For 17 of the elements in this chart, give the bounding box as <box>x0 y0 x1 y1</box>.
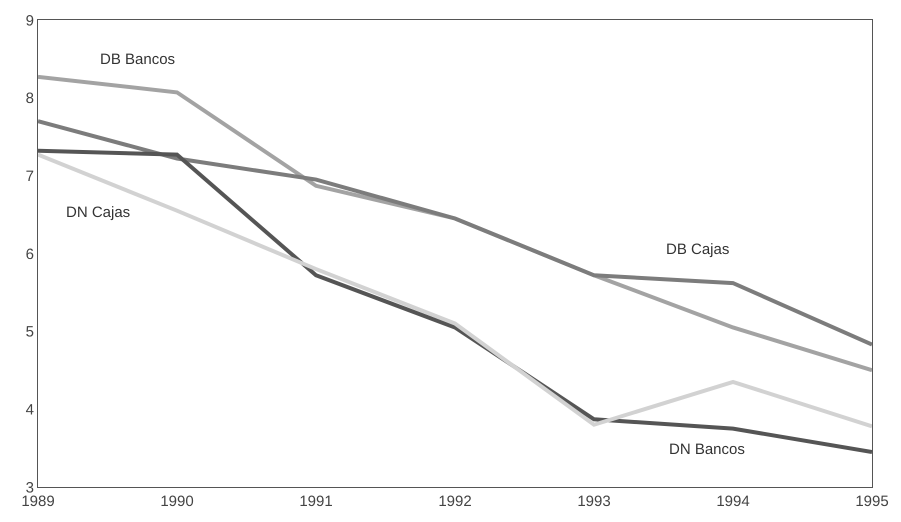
series-label: DB Cajas <box>666 241 730 258</box>
line-series <box>38 119 872 347</box>
y-tick-label: 5 <box>26 324 34 341</box>
series-label: DN Bancos <box>669 441 745 458</box>
y-tick-label: 6 <box>26 246 34 263</box>
series-label: DN Cajas <box>66 204 130 221</box>
x-tick-label: 1992 <box>438 493 472 510</box>
series-label: DB Bancos <box>100 51 176 68</box>
y-tick-label: 9 <box>26 12 34 30</box>
x-tick-label: 1994 <box>716 493 750 510</box>
y-tick-label: 7 <box>26 168 34 185</box>
x-tick-label: 1995 <box>855 493 889 510</box>
x-tick-label: 1990 <box>160 493 194 510</box>
y-tick-label: 8 <box>26 90 34 108</box>
x-tick-label: 1993 <box>577 493 611 510</box>
x-tick-label: 1991 <box>299 493 333 510</box>
y-tick-label: 4 <box>26 401 34 418</box>
